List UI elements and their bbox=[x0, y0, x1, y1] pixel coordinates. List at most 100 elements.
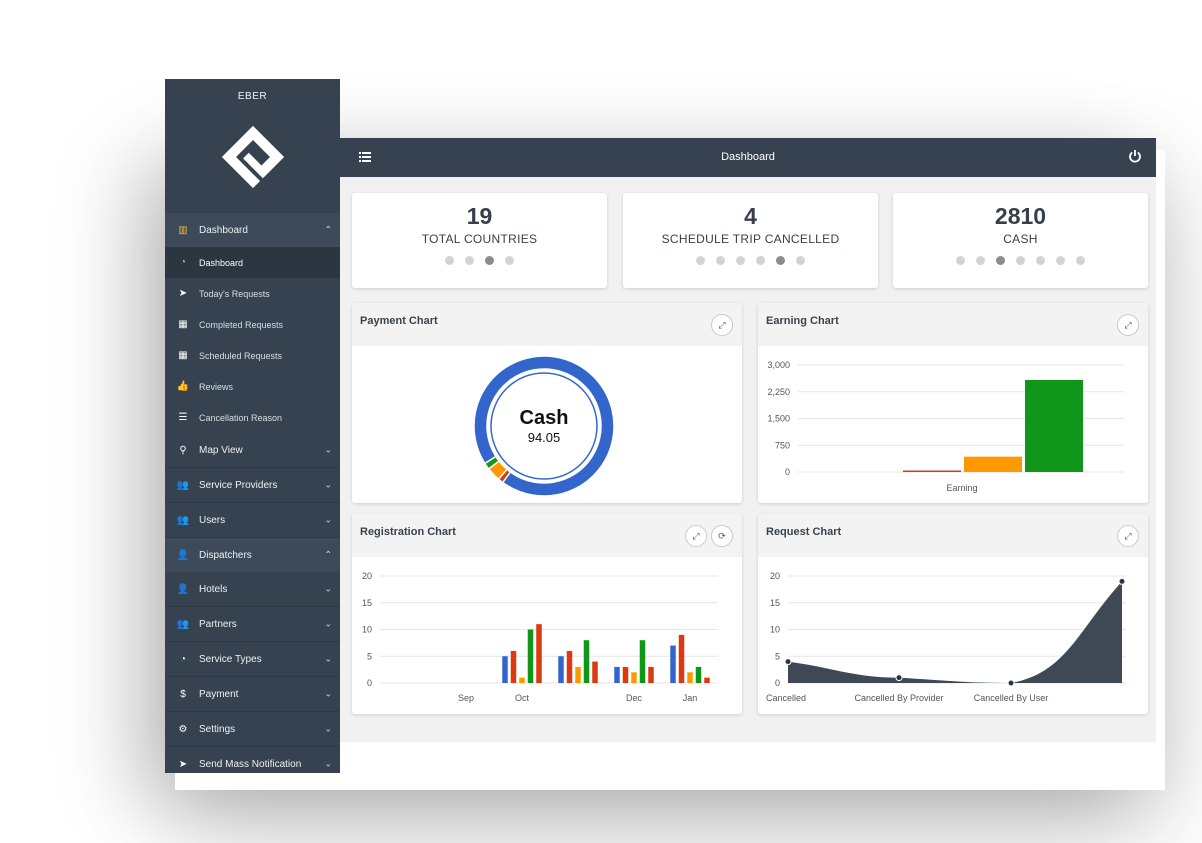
data-point bbox=[1118, 577, 1126, 585]
carousel-dot[interactable] bbox=[736, 256, 745, 265]
x-tick-label: Sep bbox=[458, 693, 474, 703]
gauge-icon: ◔ bbox=[179, 257, 187, 268]
sidebar-item-reviews[interactable]: 👍 Reviews bbox=[165, 371, 340, 402]
sidebar-item-dashboard[interactable]: ▥ Dashboard ⌃ bbox=[165, 213, 340, 247]
sidebar-item-dashboard[interactable]: ◔ Dashboard bbox=[165, 247, 340, 278]
earning-chart-card: Earning Chart ⤢ 3,000 2,250 1,500 750 0 Earni… bbox=[758, 303, 1148, 503]
bar bbox=[592, 661, 598, 683]
carousel-dot[interactable] bbox=[1056, 256, 1065, 265]
x-tick-label: Jan bbox=[683, 693, 698, 703]
carousel-dot[interactable] bbox=[485, 256, 494, 265]
sidebar-item-today-s-requests[interactable]: ➤ Today's Requests bbox=[165, 278, 340, 309]
sidebar-item-label: Cancellation Reason bbox=[199, 412, 283, 423]
sidebar-item-service-providers[interactable]: 👥 Service Providers ⌄ bbox=[165, 468, 340, 503]
chevron-down-icon: ⌄ bbox=[324, 479, 332, 490]
sidebar-item-service-types[interactable]: ◔ Service Types ⌄ bbox=[165, 642, 340, 677]
sidebar-item-scheduled-requests[interactable]: ▦ Scheduled Requests bbox=[165, 340, 340, 371]
chevron-down-icon: ⌄ bbox=[324, 618, 332, 629]
sidebar-item-label: Today's Requests bbox=[199, 288, 270, 299]
stat-card-schedule-trip-cancelled: 4 SCHEDULE TRIP CANCELLED bbox=[623, 193, 878, 288]
send-icon: ➤ bbox=[178, 758, 188, 770]
bar bbox=[631, 672, 637, 683]
eber-logo[interactable] bbox=[165, 122, 340, 197]
sidebar-item-payment[interactable]: $ Payment ⌄ bbox=[165, 677, 340, 712]
carousel-dot[interactable] bbox=[696, 256, 705, 265]
y-tick-label: 20 bbox=[362, 571, 372, 581]
bar bbox=[536, 624, 542, 683]
card-header: Earning Chart ⤢ bbox=[758, 303, 1148, 346]
sidebar-item-label: Dispatchers bbox=[199, 549, 252, 561]
power-icon[interactable] bbox=[1128, 149, 1142, 163]
stat-card-cash: 2810 CASH bbox=[893, 193, 1148, 288]
data-point bbox=[1007, 679, 1015, 687]
carousel-dot[interactable] bbox=[776, 256, 785, 265]
carousel-dot[interactable] bbox=[1016, 256, 1025, 265]
sidebar-item-map-view[interactable]: ⚲ Map View ⌄ bbox=[165, 433, 340, 468]
expand-icon[interactable]: ⤢ bbox=[1117, 525, 1139, 547]
carousel-dots bbox=[623, 256, 878, 265]
bar bbox=[903, 470, 961, 472]
page-title: Dashboard bbox=[721, 151, 775, 163]
expand-icon[interactable]: ⤢ bbox=[1117, 314, 1139, 336]
top-bar: Dashboard bbox=[340, 138, 1156, 177]
bar-chart-icon: ▥ bbox=[178, 224, 188, 236]
y-tick-label: 10 bbox=[770, 625, 780, 635]
stat-value: 19 bbox=[466, 203, 493, 229]
users-icon: 👥 bbox=[176, 618, 190, 630]
carousel-dot[interactable] bbox=[716, 256, 725, 265]
dollar-icon: $ bbox=[180, 688, 186, 700]
card-title: Request Chart bbox=[766, 526, 842, 538]
user-icon: 👤 bbox=[176, 583, 190, 595]
bar bbox=[648, 666, 654, 683]
expand-icon[interactable]: ⤢ bbox=[711, 314, 733, 336]
sidebar-item-cancellation-reason[interactable]: ☰ Cancellation Reason bbox=[165, 402, 340, 433]
sidebar-item-settings[interactable]: ⚙ Settings ⌄ bbox=[165, 712, 340, 747]
sidebar-item-label: Scheduled Requests bbox=[199, 350, 283, 361]
users-icon: 👥 bbox=[176, 479, 190, 491]
menu-icon[interactable] bbox=[358, 150, 372, 164]
bar bbox=[583, 640, 590, 683]
carousel-dot[interactable] bbox=[1076, 256, 1085, 265]
sidebar-item-label: Payment bbox=[199, 688, 239, 700]
list-icon: ☰ bbox=[178, 412, 188, 423]
calendar-icon: ▦ bbox=[178, 319, 188, 330]
expand-icon[interactable]: ⤢ bbox=[685, 525, 707, 547]
carousel-dot[interactable] bbox=[445, 256, 454, 265]
carousel-dot[interactable] bbox=[996, 256, 1005, 265]
carousel-dot[interactable] bbox=[505, 256, 514, 265]
stat-label: SCHEDULE TRIP CANCELLED bbox=[661, 232, 840, 246]
bar bbox=[502, 656, 508, 683]
sidebar-item-label: Service Providers bbox=[199, 479, 278, 491]
sidebar-item-dispatchers[interactable]: 👤 Dispatchers ⌃ bbox=[165, 538, 340, 572]
registration-chart-card: Registration Chart ⤢ ⟳ 20 15 10 5 0 Sep Oct Dec… bbox=[352, 514, 742, 714]
bar bbox=[566, 650, 573, 683]
thumbs-up-icon: 👍 bbox=[176, 381, 190, 392]
refresh-icon[interactable]: ⟳ bbox=[711, 525, 733, 547]
carousel-dot[interactable] bbox=[1036, 256, 1045, 265]
user-icon: 👤 bbox=[176, 549, 190, 561]
stat-value: 2810 bbox=[994, 203, 1047, 229]
sidebar-item-users[interactable]: 👥 Users ⌄ bbox=[165, 503, 340, 538]
sidebar: EBER ▥ Dashboard ⌃ ◔ Dashboard ➤ Today's Reque… bbox=[165, 79, 340, 773]
request-chart-card: Request Chart ⤢ 20 15 10 5 0 Cancelled Cancell… bbox=[758, 514, 1148, 714]
brand-name: EBER bbox=[237, 91, 268, 102]
sidebar-item-completed-requests[interactable]: ▦ Completed Requests bbox=[165, 309, 340, 340]
sidebar-item-partners[interactable]: 👥 Partners ⌄ bbox=[165, 607, 340, 642]
carousel-dot[interactable] bbox=[976, 256, 985, 265]
y-tick-label: 5 bbox=[775, 651, 780, 661]
carousel-dot[interactable] bbox=[465, 256, 474, 265]
carousel-dot[interactable] bbox=[956, 256, 965, 265]
registration-chart: 20 15 10 5 0 Sep Oct Dec Jan bbox=[352, 557, 742, 714]
sidebar-item-hotels[interactable]: 👤 Hotels ⌄ bbox=[165, 572, 340, 607]
sidebar-item-label: Dashboard bbox=[199, 224, 248, 236]
sidebar-brand: EBER bbox=[165, 79, 340, 213]
y-tick-label: 15 bbox=[362, 598, 372, 608]
sidebar-item-send-mass-notification[interactable]: ➤ Send Mass Notification ⌄ bbox=[165, 747, 340, 773]
inner-ring bbox=[490, 372, 598, 480]
data-point bbox=[784, 658, 792, 666]
carousel-dot[interactable] bbox=[756, 256, 765, 265]
pie-slice bbox=[483, 455, 501, 470]
carousel-dot[interactable] bbox=[796, 256, 805, 265]
bar bbox=[695, 666, 702, 683]
